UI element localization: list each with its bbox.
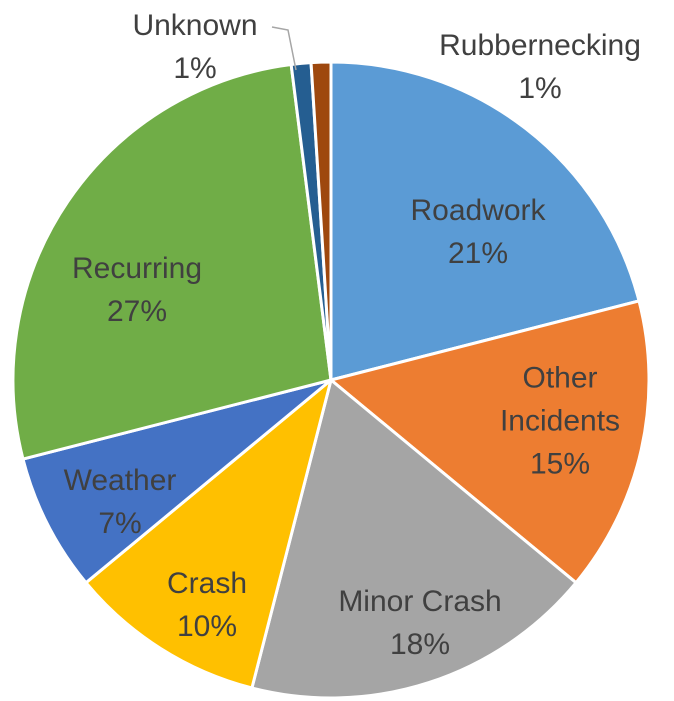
category-label: Crash — [166, 567, 248, 600]
pie-slice — [329, 299, 651, 585]
slice-label: Roadwork 21% — [378, 189, 578, 275]
slice-label: Minor Crash 18% — [290, 580, 550, 666]
slice-label: Weather 7% — [30, 459, 210, 545]
value-label: 1% — [173, 52, 217, 85]
pie-slice — [329, 60, 641, 382]
value-label: 10% — [176, 610, 238, 643]
category-label: Minor Crash — [338, 585, 502, 618]
value-label: 15% — [529, 447, 591, 481]
slice-label: Other Incidents 15% — [480, 357, 640, 486]
pie-slice — [309, 60, 333, 382]
category-label: Unknown — [132, 9, 258, 42]
leader-line — [271, 26, 297, 71]
pie-slice — [11, 63, 333, 461]
category-label: Weather — [63, 464, 177, 497]
slice-label: Crash 10% — [127, 562, 287, 648]
pie-slice — [250, 378, 578, 700]
category-label: Rubbernecking — [439, 29, 641, 62]
value-label: 27% — [106, 295, 168, 328]
slice-label: Recurring 27% — [37, 247, 237, 333]
value-label: 21% — [447, 237, 509, 270]
pie-slice — [21, 378, 333, 585]
pie-slice — [84, 378, 333, 690]
slice-label: Unknown 1% — [95, 4, 295, 90]
category-label: Recurring — [71, 252, 203, 285]
category-label: Roadwork — [410, 194, 546, 227]
slice-label: Rubbernecking 1% — [410, 24, 670, 110]
category-label: Other Incidents — [499, 361, 621, 438]
value-label: 1% — [518, 72, 562, 105]
value-label: 18% — [389, 628, 451, 661]
value-label: 7% — [98, 507, 142, 540]
